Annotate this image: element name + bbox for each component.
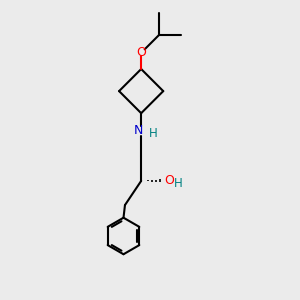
Text: O: O (136, 46, 146, 59)
Text: H: H (174, 177, 183, 190)
Text: O: O (164, 174, 174, 188)
Text: N: N (134, 124, 143, 137)
Text: H: H (149, 127, 158, 140)
